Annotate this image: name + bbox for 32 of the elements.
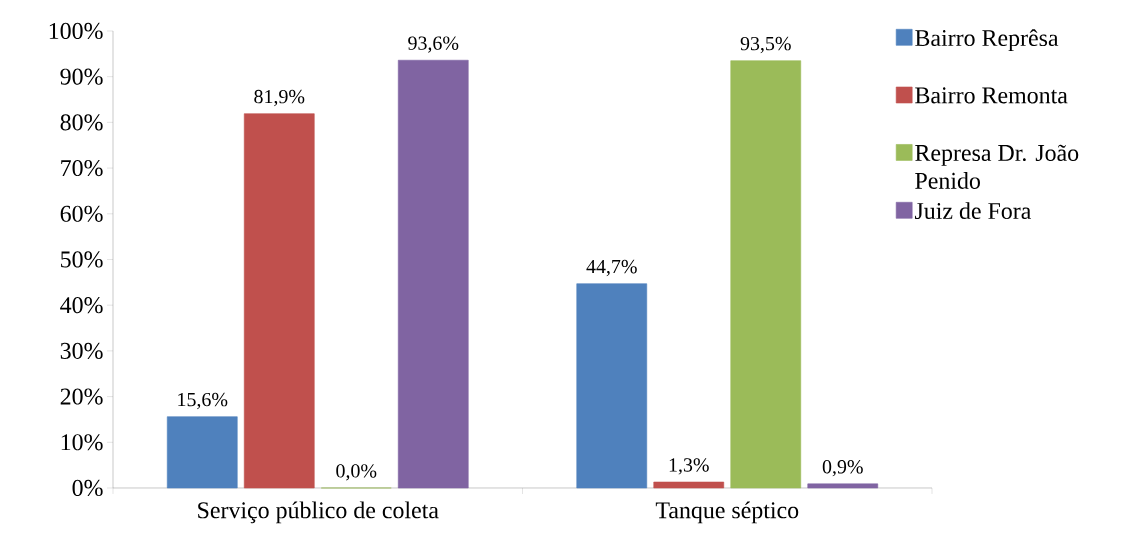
y-tick-label: 30% xyxy=(60,342,103,359)
data-label: 44,7% xyxy=(586,259,637,277)
y-tick-label: 80% xyxy=(60,114,103,131)
bar xyxy=(397,59,469,489)
y-tick-label: 90% xyxy=(60,68,103,85)
data-label: 93,6% xyxy=(408,36,459,53)
bar xyxy=(166,416,238,489)
y-tick-label: 70% xyxy=(61,159,103,177)
y-tick-label: 20% xyxy=(60,388,103,405)
y-tick-label: 100% xyxy=(49,22,103,40)
x-tick-label: Tanque séptico xyxy=(655,501,799,524)
legend-label: Juiz de Fora xyxy=(914,202,1032,220)
bar xyxy=(243,113,315,489)
legend-label: Bairro Reprêsa xyxy=(915,29,1059,51)
data-label: 0,0% xyxy=(336,464,377,481)
y-tick-label: 0% xyxy=(72,479,103,497)
legend-label: Represa Dr. João Penido xyxy=(915,144,1079,189)
bar xyxy=(807,483,879,489)
x-tick-label: Serviço público de coleta xyxy=(198,501,439,524)
data-label: 0,9% xyxy=(822,460,863,477)
data-label: 1,3% xyxy=(669,458,709,475)
bar xyxy=(576,283,648,489)
bar xyxy=(653,481,725,489)
legend-label: Bairro Remonta xyxy=(915,87,1068,104)
y-tick-label: 60% xyxy=(60,205,103,222)
y-tick-label: 40% xyxy=(60,297,103,314)
y-tick-label: 50% xyxy=(61,251,103,268)
data-label: 15,6% xyxy=(178,392,228,410)
y-tick-label: 10% xyxy=(61,434,103,451)
data-label: 93,5% xyxy=(740,36,791,54)
bar xyxy=(730,60,802,489)
data-label: 81,9% xyxy=(254,89,305,107)
